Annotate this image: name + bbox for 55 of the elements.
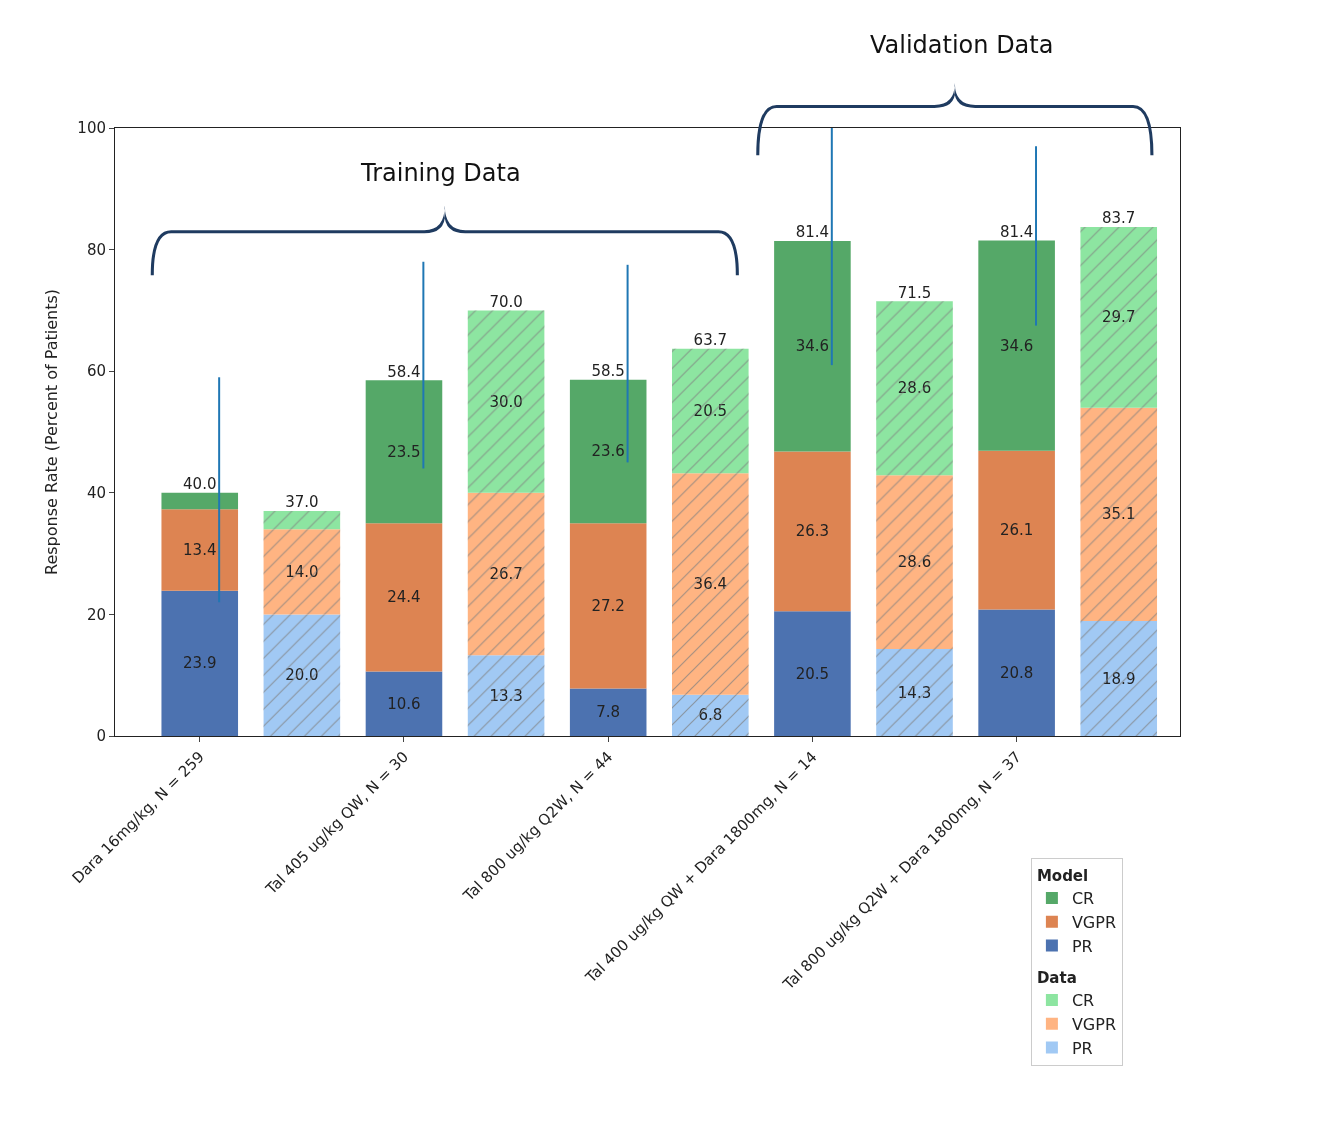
- data-label: 24.4: [387, 588, 421, 607]
- total-label: 70.0: [489, 292, 523, 311]
- legend-label: VGPR: [1071, 1014, 1117, 1034]
- text: Model: [1036, 866, 1089, 885]
- total-label: 58.4: [387, 362, 421, 381]
- data-label: 26.3: [795, 522, 830, 541]
- data-label: 36.4: [693, 575, 727, 593]
- data-label: 26.1: [999, 521, 1034, 540]
- data-label: 18.9: [1102, 669, 1136, 688]
- data-label: 13.3: [489, 686, 523, 705]
- data-label: 14.0: [285, 562, 319, 581]
- text: Data: [1036, 968, 1077, 987]
- legend-label: VGPR: [1071, 913, 1117, 933]
- annotation: Training Data: [360, 159, 521, 187]
- data-label: 30.0: [489, 392, 523, 411]
- y-tick-label: 60: [86, 362, 106, 381]
- legend-label: CR: [1071, 991, 1095, 1011]
- y-tick-label: 40: [86, 484, 106, 503]
- data-label: 20.5: [693, 402, 727, 421]
- total-label: 71.5: [897, 283, 932, 302]
- y-tick-label: 20: [86, 605, 106, 624]
- data-label: 27.2: [591, 596, 625, 615]
- data-label: 34.6: [795, 337, 830, 356]
- data-label: 26.7: [489, 564, 523, 583]
- data-label: 6.8: [698, 706, 723, 725]
- y-tick-label: 0: [96, 727, 106, 746]
- data-label: 20.0: [285, 666, 319, 685]
- data-label: 10.6: [387, 694, 421, 713]
- data-label: 20.5: [795, 664, 830, 683]
- data-label: 13.4: [183, 540, 217, 559]
- legend-label: PR: [1071, 1038, 1093, 1058]
- y-tick-label: 100: [77, 119, 106, 138]
- data-label: 34.6: [999, 336, 1034, 355]
- total-label: 37.0: [285, 493, 319, 512]
- text: Validation Data: [870, 31, 1054, 59]
- data-label: 28.6: [897, 553, 932, 572]
- y-axis-title: Response Rate (Percent of Patients): [42, 288, 62, 576]
- total-label: 81.4: [999, 222, 1034, 241]
- data-label: 7.8: [596, 703, 621, 722]
- data-label: 23.9: [183, 654, 217, 673]
- total-label: 58.5: [591, 361, 625, 380]
- data-label: 23.5: [387, 442, 421, 461]
- y-tick-label: 80: [86, 240, 106, 259]
- total-label: 83.7: [1102, 209, 1136, 228]
- data-label: 29.7: [1102, 308, 1136, 327]
- total-label: 40.0: [183, 475, 217, 494]
- data-label: 20.8: [999, 663, 1034, 682]
- data-label: 28.6: [897, 379, 932, 398]
- legend-label: CR: [1071, 889, 1095, 909]
- legend-label: PR: [1071, 936, 1093, 956]
- data-label: 23.6: [591, 442, 625, 461]
- data-label: 35.1: [1102, 505, 1136, 524]
- data-label: 14.3: [897, 683, 932, 702]
- total-label: 81.4: [795, 223, 830, 242]
- total-label: 63.7: [693, 330, 727, 349]
